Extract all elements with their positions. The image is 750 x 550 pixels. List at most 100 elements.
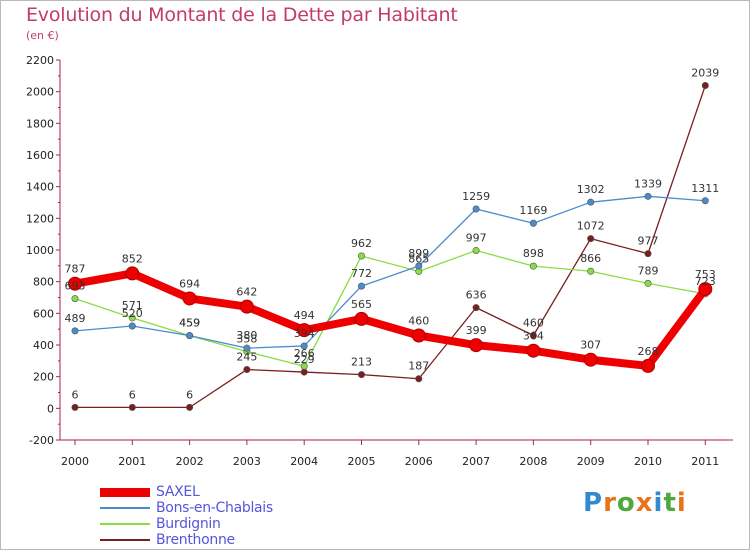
data-label: 1169 <box>519 204 547 217</box>
legend-label-saxel: SAXEL <box>156 484 200 500</box>
data-label: 977 <box>638 235 659 248</box>
data-point <box>297 323 312 338</box>
legend-label-brenthonne: Brenthonne <box>156 532 235 548</box>
legend-swatch-saxel <box>100 487 150 497</box>
logo-letter: r <box>603 488 617 518</box>
x-tick-label: 2001 <box>118 455 146 468</box>
legend-item-burdignin: Burdignin <box>100 516 273 532</box>
data-point <box>644 279 652 287</box>
data-label: 6 <box>129 388 136 401</box>
y-tick-label: 1800 <box>26 117 54 130</box>
data-point <box>125 266 140 281</box>
data-point <box>472 246 480 254</box>
y-tick-label: -200 <box>29 434 54 447</box>
logo-letter: x <box>635 488 654 518</box>
y-tick-label: 400 <box>33 339 54 352</box>
data-label: 852 <box>122 252 143 265</box>
data-label: 494 <box>294 309 315 322</box>
data-label: 865 <box>408 252 429 265</box>
y-tick-label: 1200 <box>26 212 54 225</box>
y-tick-label: 2200 <box>26 54 54 67</box>
y-tick-label: 1000 <box>26 244 54 257</box>
data-label: 6 <box>186 388 193 401</box>
data-label: 772 <box>351 267 372 280</box>
x-tick-label: 2008 <box>519 455 547 468</box>
logo-letter: i <box>676 488 687 518</box>
data-label: 753 <box>695 268 716 281</box>
x-tick-label: 2005 <box>348 455 376 468</box>
data-point <box>300 368 308 376</box>
y-tick-label: 200 <box>33 371 54 384</box>
x-tick-label: 2007 <box>462 455 490 468</box>
data-point <box>128 322 136 330</box>
data-point <box>701 197 709 205</box>
data-point <box>698 282 713 297</box>
data-point <box>529 219 537 227</box>
logo-letter: o <box>616 488 636 518</box>
data-label: 245 <box>236 351 257 364</box>
data-point <box>357 371 365 379</box>
data-point <box>354 311 369 326</box>
x-tick-label: 2000 <box>61 455 89 468</box>
x-tick-label: 2002 <box>176 455 204 468</box>
data-point <box>186 403 194 411</box>
data-label: 307 <box>580 339 601 352</box>
data-point <box>71 403 79 411</box>
legend-item-bons-en-chablais: Bons-en-Chablais <box>100 500 273 516</box>
legend-item-saxel: SAXEL <box>100 484 273 500</box>
logo-letter: i <box>653 488 664 518</box>
legend-label-bons-en-chablais: Bons-en-Chablais <box>156 500 273 516</box>
data-label: 723 <box>695 275 716 288</box>
data-label: 694 <box>179 277 200 290</box>
data-label: 520 <box>122 307 143 320</box>
data-point <box>411 328 426 343</box>
data-label: 187 <box>408 360 429 373</box>
data-point <box>644 250 652 258</box>
x-tick-label: 2009 <box>577 455 605 468</box>
data-label: 642 <box>236 286 257 299</box>
series-line-bons-en-chablais <box>74 195 706 349</box>
data-point <box>526 343 541 358</box>
data-point <box>469 338 484 353</box>
data-point <box>357 252 365 260</box>
y-tick-label: 600 <box>33 307 54 320</box>
data-label: 1072 <box>577 220 605 233</box>
data-label: 866 <box>580 252 601 265</box>
legend-label-burdignin: Burdignin <box>156 516 221 532</box>
data-label: 693 <box>65 280 86 293</box>
data-point <box>587 198 595 206</box>
proxiti-logo: Proxiti <box>583 488 687 518</box>
data-label: 459 <box>179 317 200 330</box>
data-point <box>357 282 365 290</box>
y-tick-label: 1600 <box>26 149 54 162</box>
data-label: 1259 <box>462 190 490 203</box>
data-label: 489 <box>65 312 86 325</box>
legend-swatch-bons-en-chablais <box>100 507 150 509</box>
data-label: 459 <box>179 317 200 330</box>
data-point <box>71 327 79 335</box>
data-label: 358 <box>236 333 257 346</box>
data-point <box>415 375 423 383</box>
y-tick-label: 800 <box>33 276 54 289</box>
data-point <box>186 332 194 340</box>
data-label: 787 <box>65 263 86 276</box>
data-point <box>68 276 82 291</box>
data-label: 460 <box>408 315 429 328</box>
data-point <box>300 362 308 370</box>
x-tick-label: 2010 <box>634 455 662 468</box>
data-point <box>644 192 652 200</box>
data-label: 2039 <box>691 66 719 79</box>
data-point <box>128 403 136 411</box>
legend-swatch-burdignin <box>100 523 150 525</box>
data-point <box>415 262 423 270</box>
data-point <box>701 81 709 89</box>
logo-letter: t <box>663 488 677 518</box>
data-label: 1339 <box>634 177 662 190</box>
data-label: 399 <box>466 324 487 337</box>
x-tick-label: 2003 <box>233 455 261 468</box>
data-point <box>529 262 537 270</box>
logo-letter: P <box>583 488 604 518</box>
legend-swatch-brenthonne <box>100 539 150 541</box>
data-point <box>641 358 655 373</box>
